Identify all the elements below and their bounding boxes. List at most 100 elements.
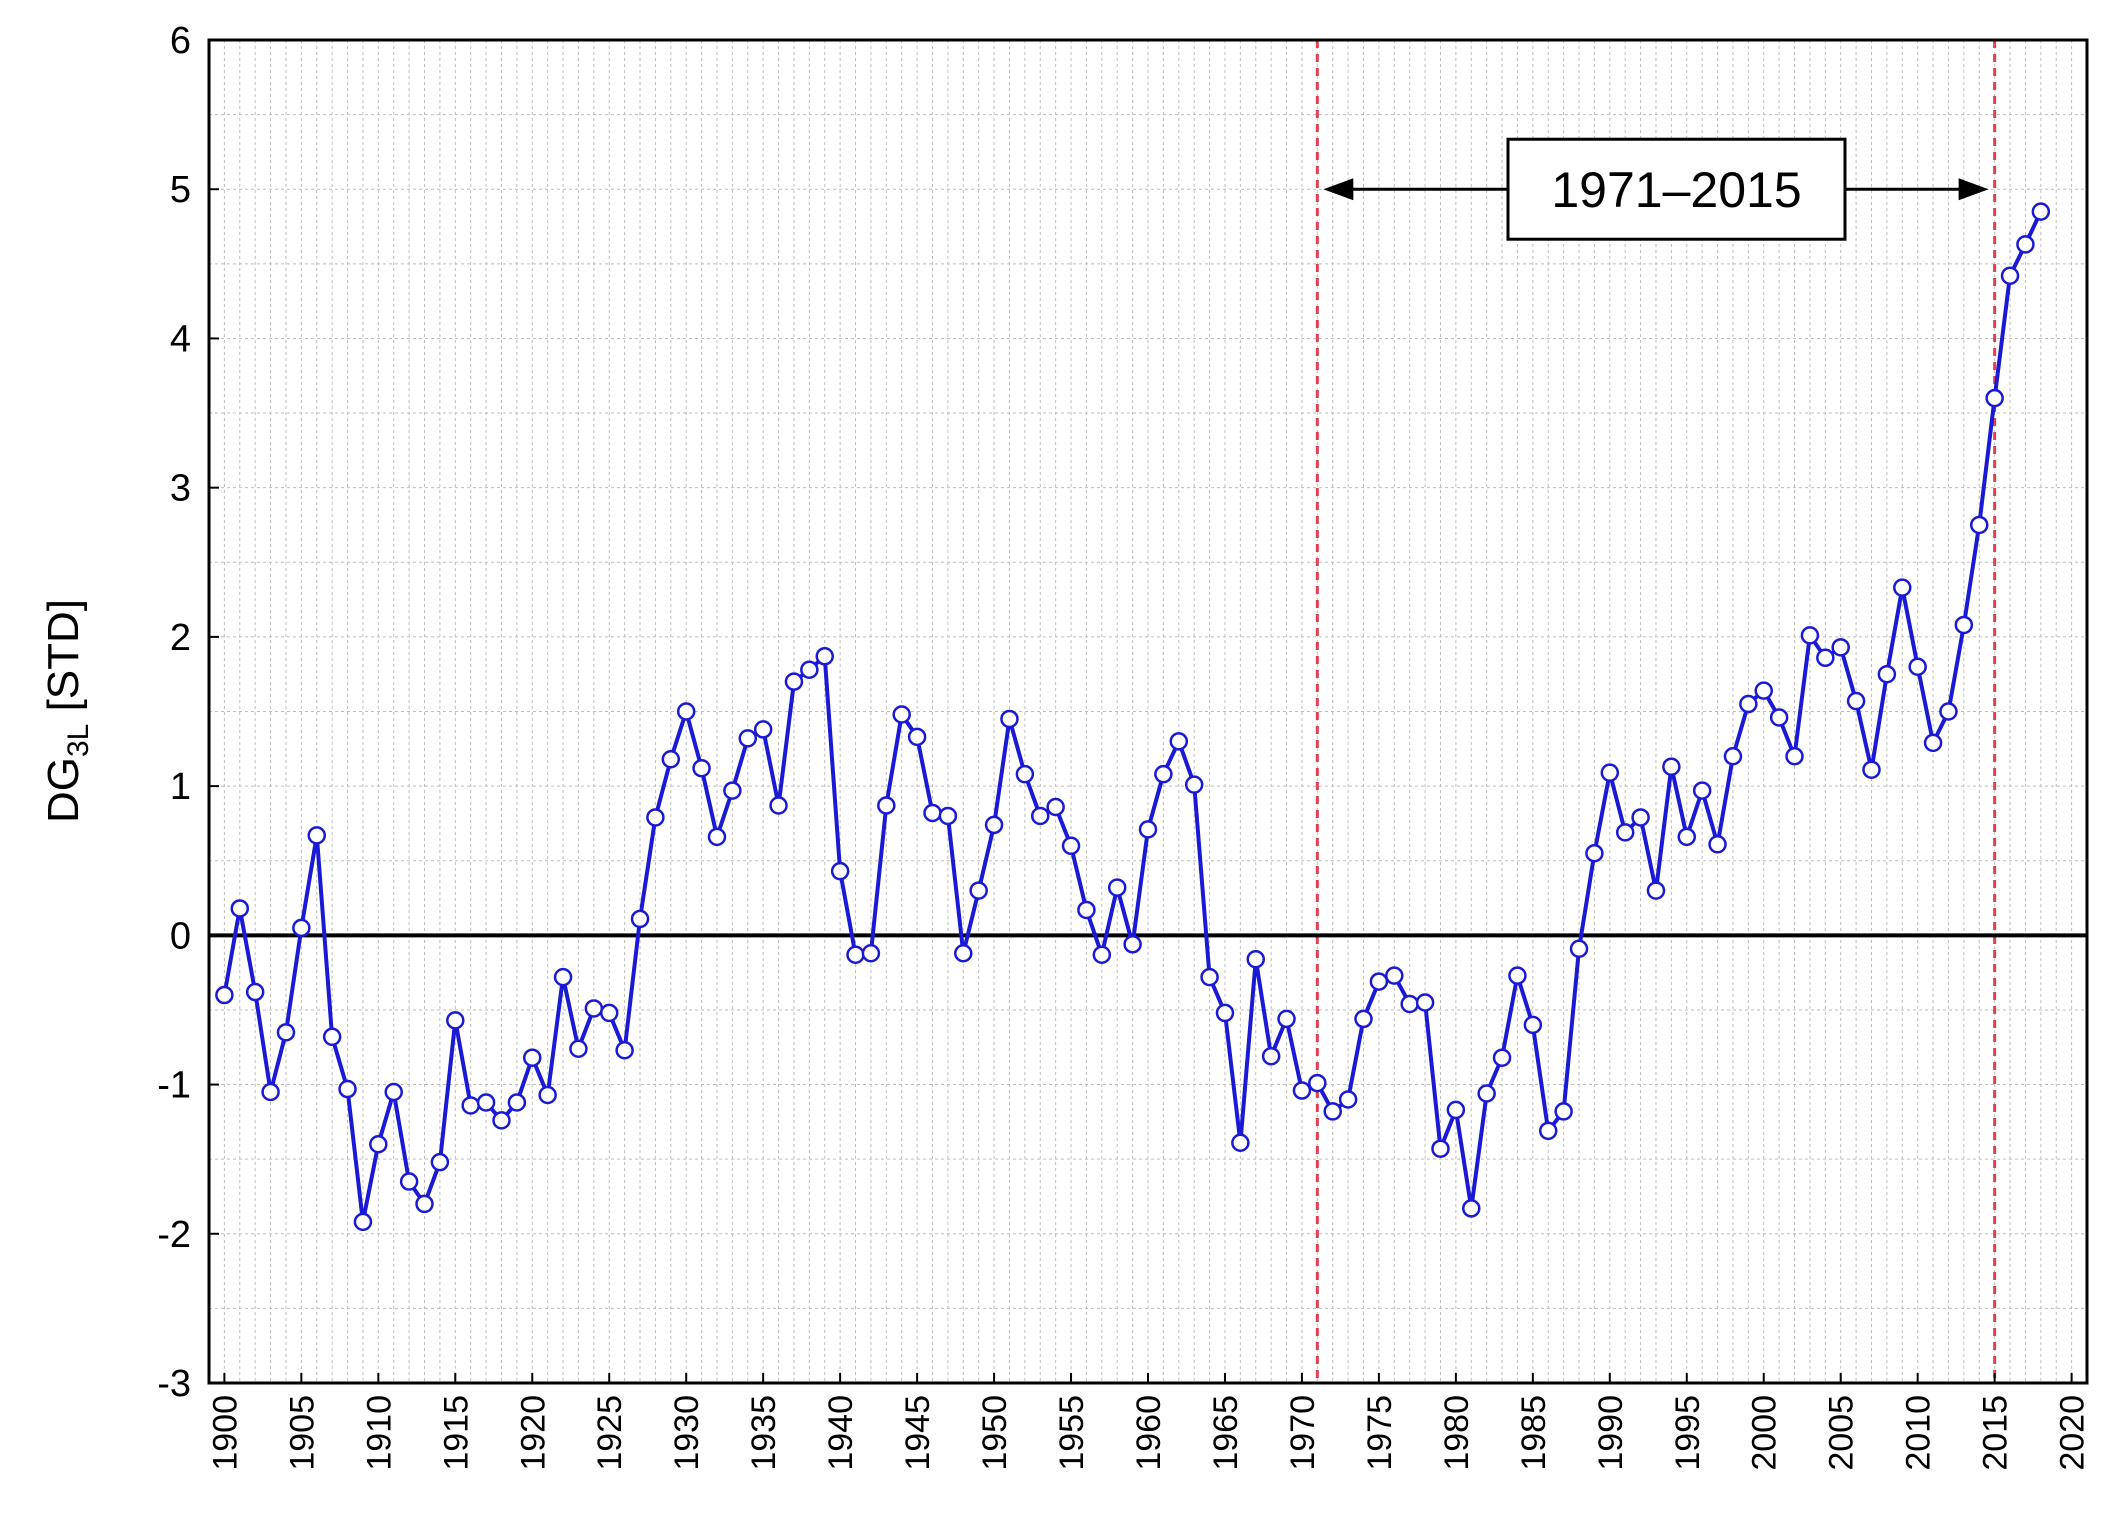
annotation-label: 1971–2015: [1551, 162, 1801, 218]
data-point: [584, 999, 604, 1018]
y-axis-label-unit: [STD]: [39, 599, 88, 724]
data-point: [1215, 1003, 1235, 1023]
data-point: [292, 918, 311, 938]
x-tick-label: 1930: [668, 1395, 706, 1471]
x-tick-label: 2005: [1823, 1395, 1861, 1471]
x-tick-label: 1920: [514, 1395, 552, 1471]
x-tick-label: 2015: [1977, 1395, 2015, 1471]
data-point: [276, 1023, 296, 1042]
data-point: [969, 881, 988, 900]
data-point: [1292, 1081, 1312, 1100]
x-tick-label: 1990: [1592, 1395, 1630, 1471]
data-point: [1523, 1015, 1543, 1035]
y-tick-label: 6: [170, 20, 191, 62]
data-point: [738, 729, 758, 748]
data-point: [1277, 1009, 1296, 1029]
data-point: [907, 727, 927, 747]
data-point: [1692, 781, 1712, 800]
data-point: [877, 796, 896, 815]
data-point: [676, 702, 696, 721]
data-point: [1323, 1102, 1342, 1121]
data-point: [1631, 808, 1650, 827]
data-point: [261, 1082, 280, 1102]
x-tick-label: 1955: [1053, 1395, 1091, 1471]
data-point: [1785, 747, 1804, 766]
y-tick-label: -2: [157, 1214, 191, 1256]
data-point: [1877, 664, 1897, 684]
data-point: [1369, 972, 1389, 991]
data-point: [507, 1093, 527, 1112]
data-point: [1246, 949, 1266, 969]
data-point: [1077, 900, 1096, 920]
data-point: [1615, 823, 1635, 842]
data-point: [1431, 1139, 1450, 1158]
data-point: [1107, 878, 1127, 897]
x-tick-label: 1935: [745, 1395, 783, 1471]
data-point: [1769, 708, 1789, 727]
data-point: [523, 1048, 542, 1067]
data-point: [938, 806, 958, 826]
x-tick-label: 1915: [437, 1395, 475, 1471]
data-point: [1600, 763, 1620, 782]
data-point: [830, 861, 850, 881]
data-point: [1816, 648, 1835, 668]
data-point: [538, 1085, 557, 1105]
data-point: [815, 647, 834, 666]
data-point: [954, 943, 973, 963]
x-tick-label: 1940: [822, 1395, 860, 1471]
data-point: [1061, 836, 1081, 856]
data-point: [353, 1212, 373, 1232]
x-tick-label: 1985: [1515, 1395, 1553, 1471]
data-point: [399, 1172, 419, 1191]
data-point: [1477, 1084, 1496, 1103]
data-point: [723, 781, 742, 800]
y-tick-label: 3: [170, 468, 191, 510]
y-axis-ticks: -3 -2 -1 0 1 2 3 4 5 6: [157, 20, 219, 1405]
data-point: [1200, 967, 1219, 987]
x-tick-label: 1980: [1438, 1395, 1476, 1471]
y-axis-label-subscript: 3L: [62, 724, 95, 757]
data-point: [892, 705, 911, 724]
data-point: [369, 1134, 388, 1154]
data-point: [1969, 515, 1989, 535]
data-point: [1184, 775, 1204, 794]
data-point: [492, 1111, 511, 1130]
data-point: [446, 1011, 465, 1030]
data-point: [692, 758, 711, 778]
data-point: [646, 808, 665, 827]
x-tick-label: 1960: [1130, 1395, 1168, 1471]
x-tick-label: 1905: [283, 1395, 321, 1471]
x-tick-label: 1910: [360, 1395, 398, 1471]
data-point: [1800, 626, 1820, 645]
x-tick-label: 1970: [1284, 1395, 1322, 1471]
data-point: [1708, 835, 1727, 854]
data-point: [1354, 1009, 1373, 1029]
x-tick-label: 2020: [2054, 1395, 2092, 1471]
y-tick-label: 1: [170, 766, 191, 808]
data-point: [1446, 1100, 1466, 1120]
y-axis-label: DG3L [STD]: [39, 599, 95, 823]
data-point: [615, 1040, 634, 1060]
data-point: [215, 985, 234, 1005]
x-tick-label: 1975: [1361, 1395, 1399, 1471]
data-point: [1646, 881, 1666, 900]
data-point: [1308, 1073, 1327, 1093]
data-point: [415, 1194, 434, 1214]
data-point: [1462, 1199, 1481, 1218]
x-tick-label: 1995: [1669, 1395, 1707, 1471]
data-point: [846, 945, 865, 964]
data-point: [769, 796, 788, 815]
x-tick-label: 2000: [1746, 1395, 1784, 1471]
data-point: [1677, 827, 1697, 847]
data-point: [800, 660, 819, 679]
x-tick-label: 1965: [1207, 1395, 1245, 1471]
data-point: [1985, 388, 2004, 408]
data-point: [1846, 691, 1866, 711]
data-point: [861, 943, 881, 963]
data-point: [661, 750, 681, 769]
grid: [209, 40, 2087, 1383]
data-point: [1739, 694, 1758, 714]
data-point: [1030, 806, 1050, 826]
data-point: [1261, 1046, 1281, 1066]
